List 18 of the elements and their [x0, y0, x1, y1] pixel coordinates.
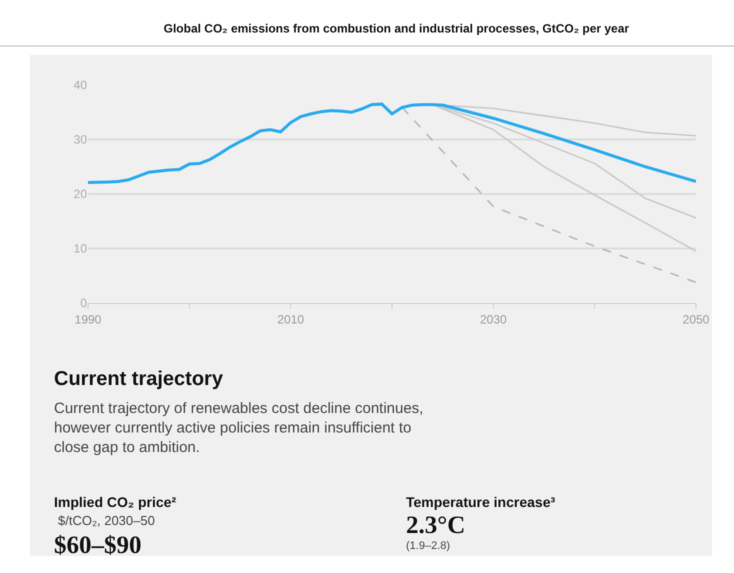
y-tick-label: 10 [74, 242, 88, 256]
x-tick-label: 2050 [682, 312, 710, 326]
y-tick-label: 40 [74, 78, 88, 92]
text: Implied CO₂ price² [54, 494, 176, 510]
x-tick-label: 2010 [277, 312, 304, 326]
text: (1.9–2.8) [406, 540, 450, 552]
text: $/tCO₂, 2030–50 [58, 513, 155, 528]
x-tick-label: 1990 [74, 312, 102, 326]
chart-title: Global CO₂ emissions from combustion and industrial processes, GtCO₂ per year [164, 21, 630, 36]
y-tick-label: 20 [74, 187, 88, 202]
x-tick-label: 2030 [480, 312, 507, 326]
text: Temperature increase³ [406, 494, 556, 510]
text: Current trajectory [54, 368, 224, 390]
text: $60–$90 [54, 532, 142, 559]
text: Current trajectory of renewables cost decline continues, however currently active policies remain insufficient to close gap to ambition. [54, 400, 424, 456]
y-tick-label: 30 [74, 132, 88, 147]
y-tick-label: 0 [80, 296, 88, 310]
text: 2.3°C [406, 512, 466, 539]
